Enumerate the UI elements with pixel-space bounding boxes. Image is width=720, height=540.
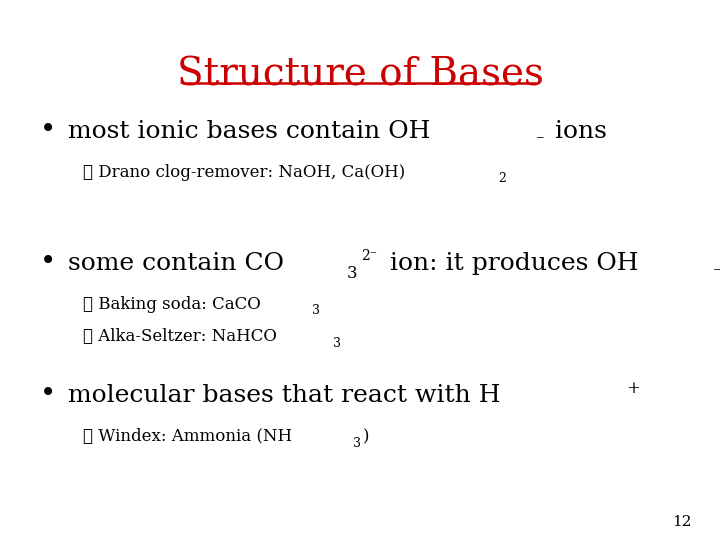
Text: +: + <box>626 380 640 396</box>
Text: 12: 12 <box>672 515 691 529</box>
Text: ⁻: ⁻ <box>713 265 720 282</box>
Text: 2: 2 <box>499 172 506 185</box>
Text: 2⁻: 2⁻ <box>361 249 377 264</box>
Text: ✓ Baking soda: CaCO: ✓ Baking soda: CaCO <box>83 296 261 313</box>
Text: ion: it produces OH: ion: it produces OH <box>382 252 638 275</box>
Text: ✓ Drano clog-remover: NaOH, Ca(OH): ✓ Drano clog-remover: NaOH, Ca(OH) <box>83 164 405 180</box>
Text: ✓ Windex: Ammonia (NH: ✓ Windex: Ammonia (NH <box>83 428 292 445</box>
Text: ⁻: ⁻ <box>536 133 545 150</box>
Text: some contain CO: some contain CO <box>68 252 284 275</box>
Text: 3: 3 <box>353 436 361 450</box>
Text: •: • <box>40 249 56 276</box>
Text: molecular bases that react with H: molecular bases that react with H <box>68 384 501 407</box>
Text: ✓ Alka-Seltzer: NaHCO: ✓ Alka-Seltzer: NaHCO <box>83 328 276 345</box>
Text: •: • <box>40 117 56 144</box>
Text: Structure of Bases: Structure of Bases <box>176 57 544 94</box>
Text: ): ) <box>363 428 369 445</box>
Text: 3: 3 <box>333 336 341 350</box>
Text: 3: 3 <box>347 265 358 282</box>
Text: 3: 3 <box>312 304 320 318</box>
Text: most ionic bases contain OH: most ionic bases contain OH <box>68 120 431 143</box>
Text: •: • <box>40 381 56 408</box>
Text: ions: ions <box>547 120 607 143</box>
